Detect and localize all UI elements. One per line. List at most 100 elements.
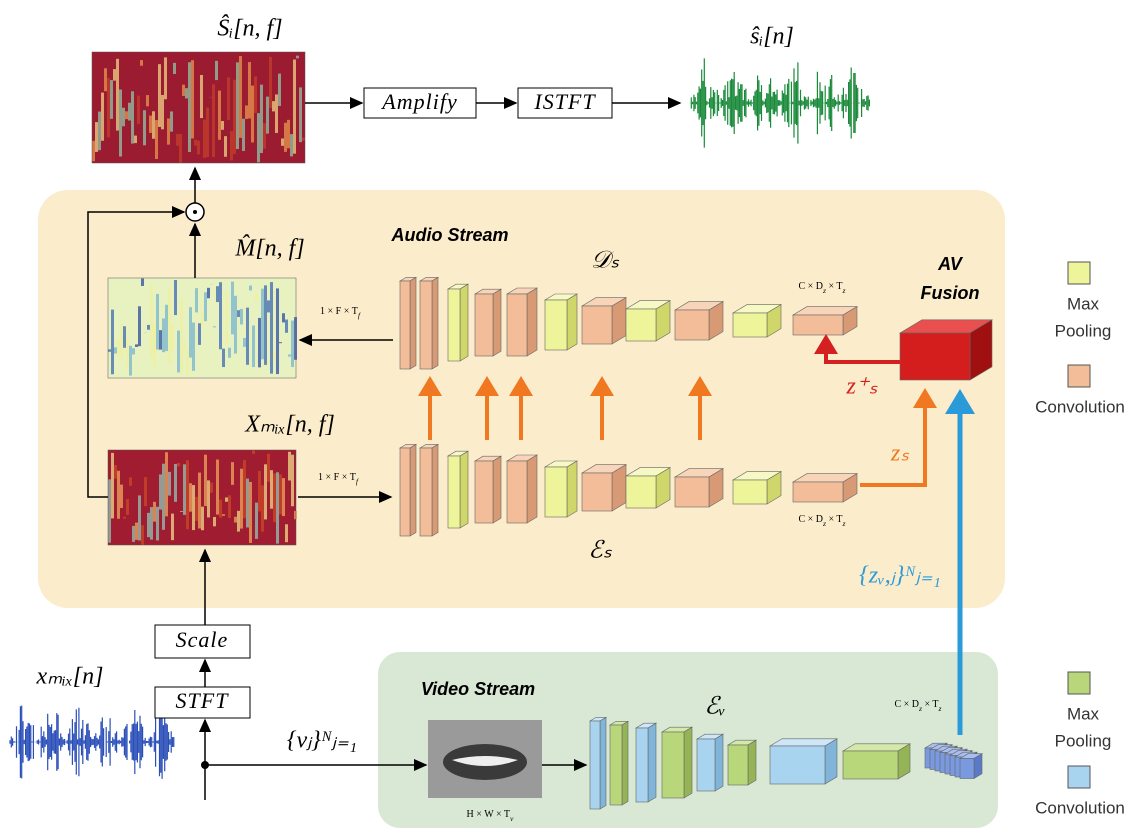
mix-spectrogram-stripe bbox=[183, 464, 186, 515]
encoder-layer-front bbox=[675, 477, 709, 507]
mix-spectrogram-stripe bbox=[270, 470, 273, 509]
encoder-layer bbox=[507, 455, 537, 523]
legend-swatch bbox=[1068, 262, 1090, 284]
legend-swatch bbox=[1068, 672, 1090, 694]
output-spectrogram-stripe bbox=[194, 140, 197, 146]
mix-spectrogram-stripe bbox=[120, 485, 123, 508]
output-spectrogram-stripe bbox=[239, 56, 242, 138]
decoder-layer bbox=[507, 288, 537, 356]
output-spectrogram-stripe bbox=[248, 62, 251, 118]
mix-spectrogram-stripe bbox=[156, 507, 159, 541]
mask-spectrogram-stripe bbox=[219, 282, 222, 349]
legend-swatch bbox=[1068, 365, 1090, 387]
mask-spectrogram-stripe bbox=[246, 308, 249, 365]
encoder-layer-front bbox=[400, 448, 410, 536]
mask-spectrogram-stripe bbox=[147, 325, 150, 330]
decoder-layer-front bbox=[507, 294, 527, 356]
mix-spectrogram-stripe bbox=[150, 507, 153, 540]
encoder-layer-side bbox=[527, 455, 537, 523]
mask-spectrogram-stripe bbox=[186, 350, 189, 376]
mask-spectrogram-stripe bbox=[288, 354, 291, 356]
mix-spectrogram-stripe bbox=[261, 485, 264, 531]
output-spectrogram-stripe bbox=[251, 86, 254, 143]
encoder-layer bbox=[733, 472, 781, 504]
dims-text: C × D bbox=[798, 514, 823, 525]
video-layer bbox=[636, 723, 656, 802]
fusion-title: Fusion bbox=[921, 283, 980, 303]
stft-label: STFT bbox=[176, 688, 230, 713]
mask-spectrogram-stripe bbox=[132, 348, 135, 354]
mix-spectrogram-stripe bbox=[189, 483, 192, 511]
mask-spectrogram-stripe bbox=[204, 292, 207, 321]
mix-spectrogram-stripe bbox=[237, 511, 240, 532]
mix-spectrogram-stripe bbox=[117, 471, 120, 519]
video-layer bbox=[728, 740, 756, 785]
scale-label: Scale bbox=[176, 627, 229, 652]
mask-spectrogram-stripe bbox=[135, 344, 138, 347]
output-spectrogram-stripe bbox=[131, 91, 134, 143]
video-layer-side bbox=[825, 739, 837, 784]
mask-label: M̂[n, f] bbox=[234, 235, 304, 262]
mix-spectrogram-stripe bbox=[147, 513, 150, 537]
output-spectrogram-stripe bbox=[101, 93, 104, 141]
mask-spectrogram-stripe bbox=[177, 331, 180, 373]
mask-spectrogram-stripe bbox=[183, 341, 186, 350]
output-spectrogram-stripe bbox=[179, 134, 182, 163]
mask-spectrogram-stripe bbox=[222, 349, 225, 367]
output-spectrogram-stripe bbox=[158, 64, 161, 127]
mix-spectrogram-stripe bbox=[228, 495, 231, 518]
video-layer-side bbox=[684, 727, 692, 798]
output-spectrogram-stripe bbox=[242, 119, 245, 151]
output-spectrogram-stripe bbox=[173, 63, 176, 74]
mask-spectrogram-stripe bbox=[114, 347, 117, 353]
decoder-layer-front bbox=[420, 281, 432, 369]
output-spectrogram-stripe bbox=[140, 60, 143, 66]
mix-spectrogram-stripe bbox=[168, 472, 171, 496]
mix-spectrogram-stripe bbox=[231, 462, 234, 485]
output-spectrogram-stripe bbox=[266, 97, 269, 134]
video-layer-front bbox=[636, 728, 648, 802]
mask-spectrogram-stripe bbox=[237, 310, 240, 317]
fused-label: z⁺ₛ bbox=[846, 374, 879, 400]
decoder-layer-side bbox=[493, 289, 501, 356]
video-stream-title: Video Stream bbox=[421, 679, 535, 699]
decoder-layer bbox=[475, 289, 501, 356]
decoder-layer-side bbox=[527, 288, 537, 356]
mix-spectrogram-stripe bbox=[198, 473, 201, 529]
mix-spectrogram-stripe bbox=[276, 472, 279, 543]
mask-spectrogram-stripe bbox=[294, 317, 297, 360]
encoder-layer-front bbox=[582, 473, 612, 511]
encoder-layer-side bbox=[410, 444, 416, 536]
video-layer bbox=[610, 721, 628, 805]
output-spectrogram-stripe bbox=[125, 111, 128, 119]
encoder-layer bbox=[582, 465, 626, 511]
mix-spectrogram-stripe bbox=[222, 514, 225, 516]
output-spectrogram-stripe bbox=[137, 96, 140, 124]
mix-spectrogram-stripe bbox=[267, 454, 270, 482]
legend-label: Convolution bbox=[1035, 397, 1125, 416]
frames-label: {vⱼ}ᴺⱼ₌₁ bbox=[287, 728, 357, 754]
output-spectrogram-stripe bbox=[290, 134, 293, 156]
output-spectrogram-stripe bbox=[236, 62, 239, 149]
mask-spectrogram-stripe bbox=[123, 326, 126, 348]
output-spectrogram-stripe bbox=[188, 62, 191, 152]
output-waveform bbox=[690, 58, 869, 147]
output-spectrogram-stripe bbox=[122, 108, 125, 127]
mix-spectrogram-stripe bbox=[201, 507, 204, 531]
output-spectrogram-stripe bbox=[110, 80, 113, 119]
legend-label: Max bbox=[1067, 704, 1100, 723]
mask-spectrogram-stripe bbox=[162, 318, 165, 352]
dims-text: × T bbox=[826, 281, 843, 292]
legend-label: Max bbox=[1067, 294, 1100, 313]
mix-spectrogram-stripe bbox=[141, 525, 144, 545]
mix-spectrogram-stripe bbox=[216, 460, 219, 515]
video-layer-front bbox=[843, 751, 898, 779]
mask-spectrogram-stripe bbox=[189, 307, 192, 357]
output-spectrogram-stripe bbox=[143, 110, 146, 145]
mix-spectrogram-stripe bbox=[264, 464, 267, 519]
encoder-layer bbox=[675, 469, 723, 507]
mask-spectrogram-stripe bbox=[225, 293, 228, 343]
video-layer bbox=[662, 727, 692, 798]
mix-spectrogram-stripe bbox=[246, 479, 249, 528]
output-spectrogram-stripe bbox=[200, 75, 203, 118]
